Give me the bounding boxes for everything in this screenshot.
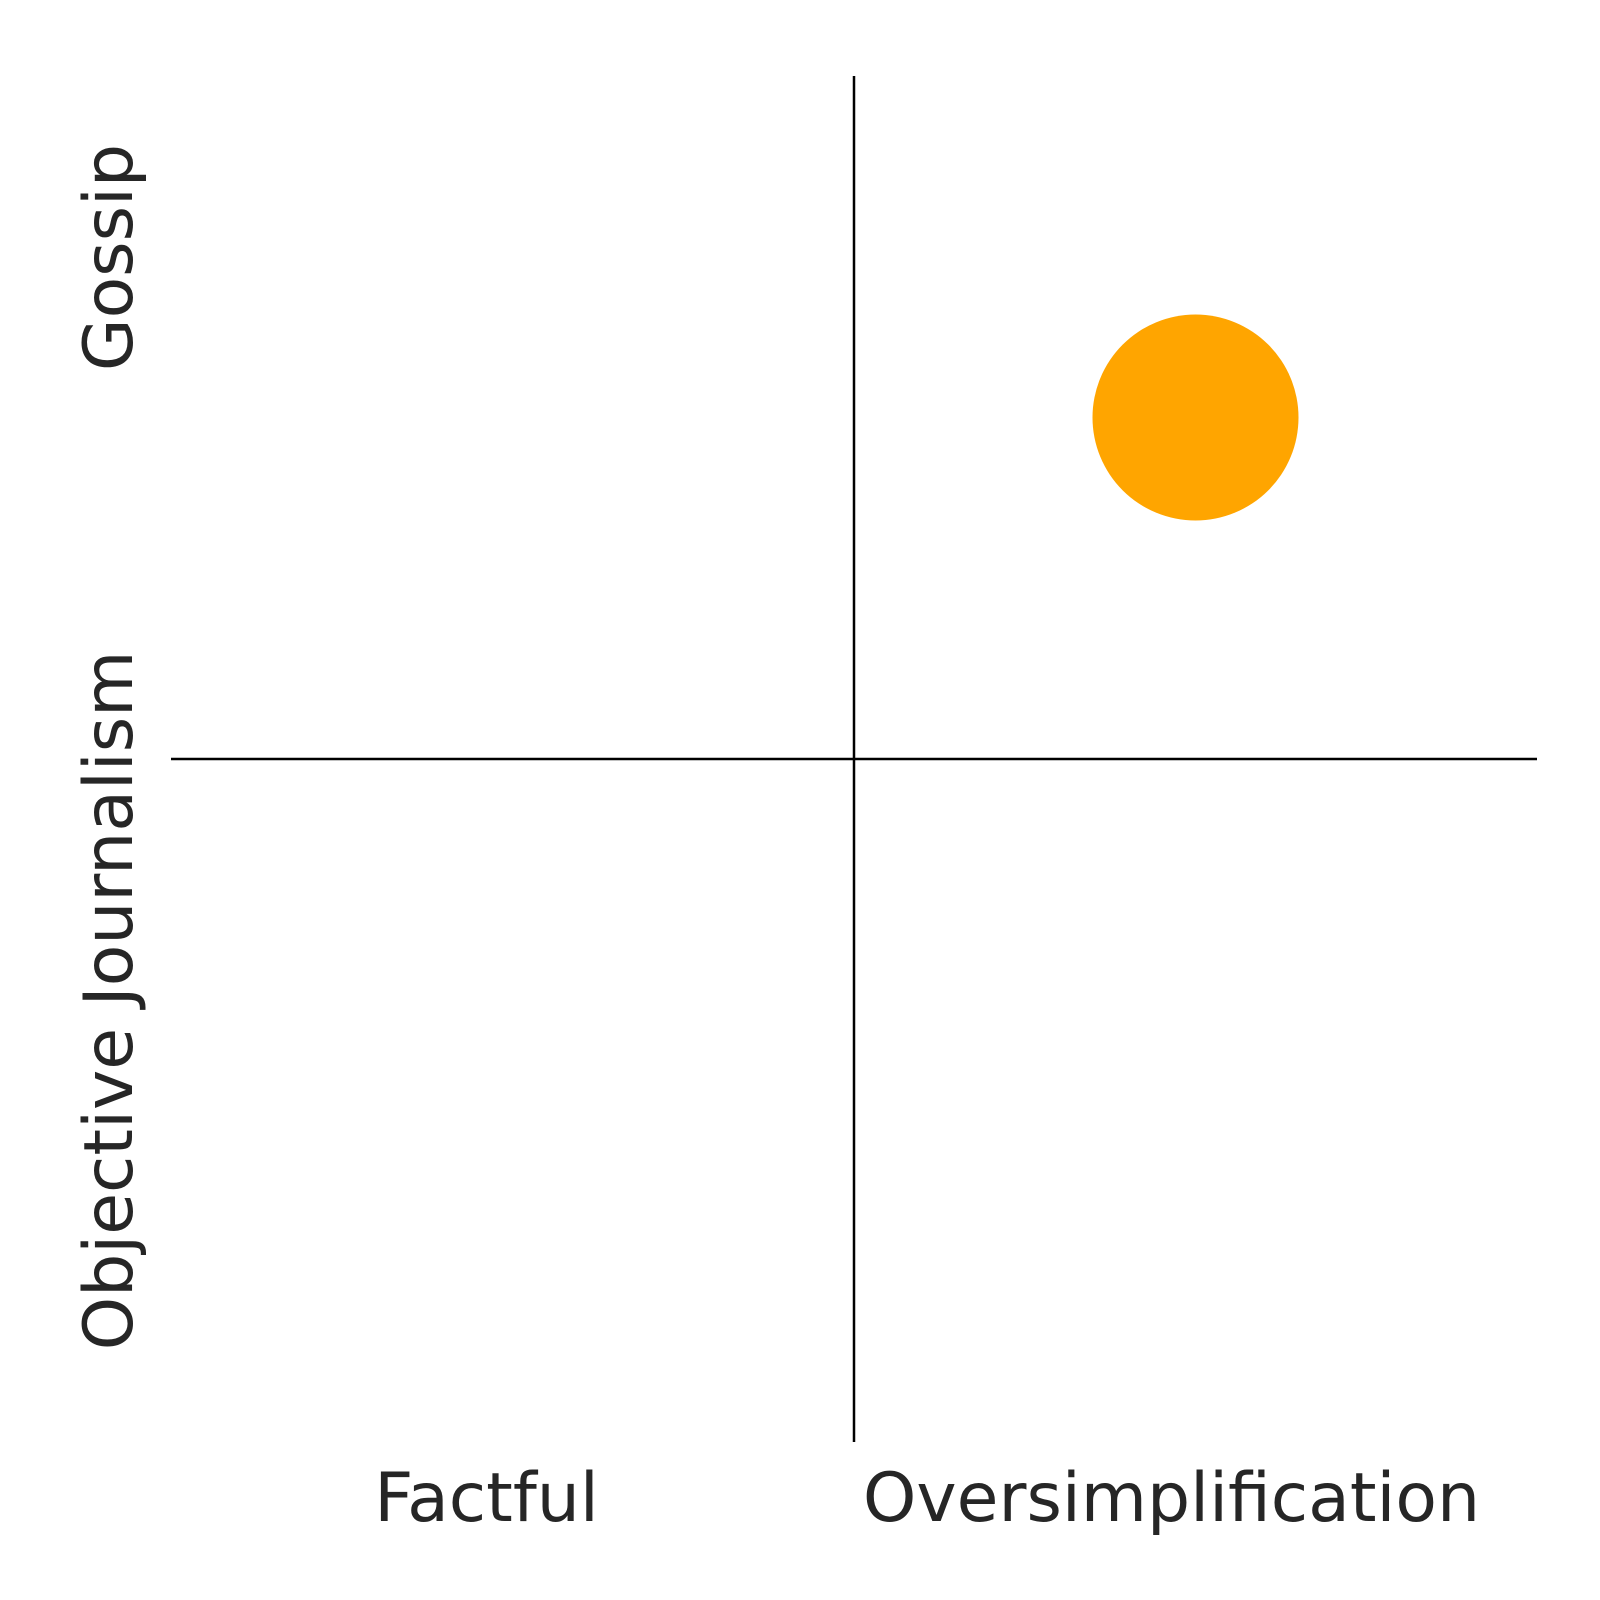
y-label-bottom: Objective Journalism <box>70 651 149 1351</box>
x-label-left: Factful <box>374 1459 599 1538</box>
x-label-right: Oversimplification <box>863 1459 1480 1538</box>
y-label-top: Gossip <box>70 144 149 371</box>
data-point <box>1092 314 1299 521</box>
data-points <box>1092 314 1299 521</box>
